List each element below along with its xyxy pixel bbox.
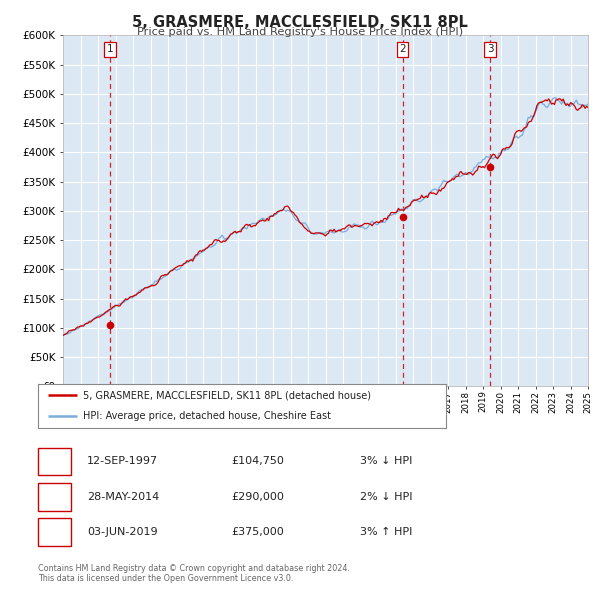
Text: 3% ↓ HPI: 3% ↓ HPI xyxy=(360,457,412,466)
Text: 03-JUN-2019: 03-JUN-2019 xyxy=(87,527,158,537)
Text: 2: 2 xyxy=(399,44,406,54)
Text: Contains HM Land Registry data © Crown copyright and database right 2024.
This d: Contains HM Land Registry data © Crown c… xyxy=(38,563,350,583)
Text: 2: 2 xyxy=(51,492,58,502)
Text: £104,750: £104,750 xyxy=(231,457,284,466)
Text: HPI: Average price, detached house, Cheshire East: HPI: Average price, detached house, Ches… xyxy=(83,411,331,421)
Text: 2% ↓ HPI: 2% ↓ HPI xyxy=(360,492,413,502)
Text: 1: 1 xyxy=(107,44,113,54)
Text: 3: 3 xyxy=(487,44,493,54)
Text: 1: 1 xyxy=(51,457,58,466)
Text: £290,000: £290,000 xyxy=(231,492,284,502)
Text: 12-SEP-1997: 12-SEP-1997 xyxy=(87,457,158,466)
Text: Price paid vs. HM Land Registry's House Price Index (HPI): Price paid vs. HM Land Registry's House … xyxy=(137,27,463,37)
Text: 3% ↑ HPI: 3% ↑ HPI xyxy=(360,527,412,537)
Text: 5, GRASMERE, MACCLESFIELD, SK11 8PL (detached house): 5, GRASMERE, MACCLESFIELD, SK11 8PL (det… xyxy=(83,391,371,401)
Text: 5, GRASMERE, MACCLESFIELD, SK11 8PL: 5, GRASMERE, MACCLESFIELD, SK11 8PL xyxy=(132,15,468,30)
Text: 28-MAY-2014: 28-MAY-2014 xyxy=(87,492,159,502)
Text: £375,000: £375,000 xyxy=(231,527,284,537)
Text: 3: 3 xyxy=(51,527,58,537)
